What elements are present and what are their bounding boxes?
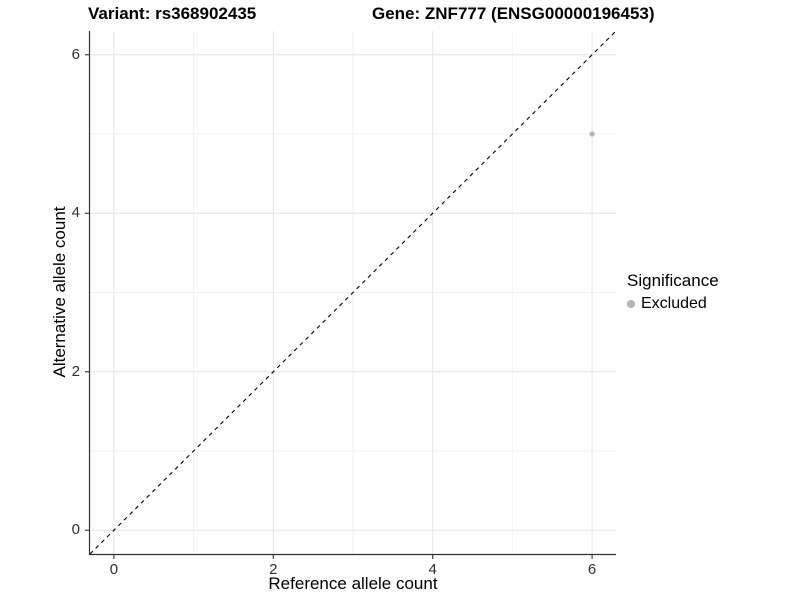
variant-title: Variant: rs368902435 (88, 4, 257, 23)
identity-reference-line (89, 30, 617, 555)
legend-title: Significance (627, 271, 719, 290)
x-tick-label: 2 (269, 561, 278, 578)
legend-point-icon (627, 300, 635, 308)
y-axis-label: Alternative allele count (50, 206, 69, 378)
x-axis-label: Reference allele count (268, 574, 438, 593)
y-tick-label: 6 (71, 45, 80, 63)
legend-entry-excluded: Excluded (627, 295, 719, 313)
y-tick-label: 2 (71, 362, 80, 380)
y-tick-label: 0 (71, 521, 80, 539)
legend: Significance Excluded (627, 271, 719, 313)
x-tick-label: 0 (109, 561, 119, 578)
y-tick-label: 4 (71, 204, 80, 222)
data-point (589, 131, 595, 137)
x-tick-label: 4 (428, 561, 437, 578)
gene-title: Gene: ZNF777 (ENSG00000196453) (372, 4, 655, 23)
x-tick-label: 6 (587, 561, 597, 578)
legend-entry-label: Excluded (641, 295, 707, 312)
